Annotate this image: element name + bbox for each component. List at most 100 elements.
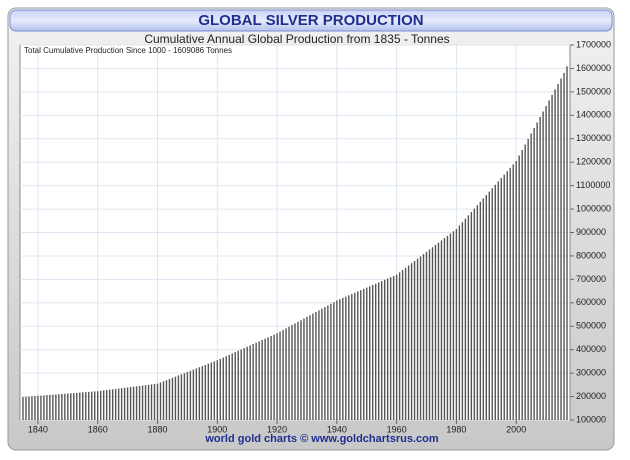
y-tick-label: 600000 bbox=[576, 297, 606, 307]
bar bbox=[150, 384, 153, 420]
bar bbox=[58, 394, 60, 420]
y-tick-label: 100000 bbox=[576, 414, 606, 424]
bar bbox=[452, 231, 455, 420]
bar bbox=[129, 387, 132, 420]
bar bbox=[114, 388, 117, 420]
bar bbox=[476, 205, 479, 420]
bar bbox=[231, 353, 233, 420]
y-tick-label: 1300000 bbox=[576, 133, 611, 143]
bar bbox=[425, 251, 428, 420]
bar bbox=[34, 396, 36, 420]
bar bbox=[162, 381, 165, 420]
y-tick-label: 1000000 bbox=[576, 203, 611, 213]
bar bbox=[64, 393, 66, 420]
bars bbox=[22, 66, 568, 420]
bar bbox=[479, 201, 482, 420]
bar bbox=[228, 354, 230, 420]
bar bbox=[240, 349, 242, 420]
bar bbox=[219, 358, 221, 420]
bar bbox=[282, 330, 284, 420]
bar bbox=[386, 278, 389, 420]
bar bbox=[195, 368, 198, 420]
bar bbox=[273, 334, 275, 420]
bar bbox=[339, 299, 341, 420]
bar bbox=[404, 267, 407, 420]
bar bbox=[174, 376, 177, 420]
bar bbox=[276, 333, 278, 420]
bar bbox=[375, 283, 377, 420]
bar bbox=[554, 89, 556, 420]
bar bbox=[482, 198, 485, 420]
bar bbox=[354, 292, 356, 420]
bar bbox=[303, 318, 305, 420]
bar bbox=[363, 288, 365, 420]
bar bbox=[67, 393, 69, 420]
bar bbox=[515, 161, 517, 420]
bar bbox=[327, 305, 329, 420]
bar bbox=[297, 321, 299, 420]
bar bbox=[497, 181, 499, 420]
bar bbox=[180, 374, 183, 420]
ticks: 100000 200000 300000 400000 500000 600000 7000… bbox=[28, 39, 611, 434]
bar bbox=[249, 345, 251, 420]
chart-title: GLOBAL SILVER PRODUCTION bbox=[198, 12, 423, 29]
bar bbox=[563, 72, 565, 420]
bar bbox=[336, 300, 338, 420]
bar bbox=[443, 238, 446, 420]
bar bbox=[557, 83, 559, 420]
bar bbox=[91, 391, 93, 420]
bar bbox=[348, 295, 350, 420]
bar bbox=[312, 313, 314, 420]
bar bbox=[132, 386, 135, 420]
bar bbox=[300, 320, 302, 420]
bar bbox=[46, 395, 48, 420]
x-tick-label: 1860 bbox=[88, 424, 108, 434]
bar bbox=[55, 394, 57, 420]
x-tick-label: 1900 bbox=[207, 424, 227, 434]
bar bbox=[108, 389, 111, 420]
x-tick-label: 1840 bbox=[28, 424, 48, 434]
y-tick-label: 1400000 bbox=[576, 110, 611, 120]
bar bbox=[306, 316, 308, 420]
bar bbox=[461, 222, 464, 420]
bar bbox=[398, 272, 401, 420]
bar bbox=[527, 138, 529, 420]
bar bbox=[102, 390, 105, 420]
bar bbox=[416, 258, 419, 420]
y-tick-label: 1500000 bbox=[576, 86, 611, 96]
footer: world gold charts © www.goldchartsrus.co… bbox=[204, 433, 438, 445]
bar bbox=[309, 315, 311, 420]
y-tick-label: 1200000 bbox=[576, 157, 611, 167]
bar bbox=[458, 225, 461, 420]
y-tick-label: 400000 bbox=[576, 344, 606, 354]
bar bbox=[201, 366, 204, 420]
bar bbox=[401, 270, 404, 420]
bar bbox=[512, 164, 514, 420]
bar bbox=[165, 380, 168, 420]
bar bbox=[216, 360, 218, 420]
bar bbox=[94, 391, 96, 420]
bar bbox=[542, 111, 544, 420]
bar bbox=[383, 279, 386, 420]
x-tick-label: 1880 bbox=[147, 424, 167, 434]
bar bbox=[324, 307, 326, 420]
bar bbox=[491, 188, 493, 420]
bar bbox=[470, 211, 473, 420]
bar bbox=[455, 228, 458, 420]
bar bbox=[234, 352, 236, 420]
x-tick-label: 1920 bbox=[267, 424, 287, 434]
bar bbox=[369, 286, 371, 420]
bar bbox=[431, 247, 434, 420]
bar bbox=[156, 383, 159, 420]
bar bbox=[434, 244, 437, 420]
bar bbox=[192, 369, 195, 420]
bar bbox=[207, 363, 210, 420]
bar bbox=[318, 310, 320, 420]
bar bbox=[294, 323, 296, 420]
bar bbox=[37, 395, 39, 420]
bar bbox=[342, 297, 344, 420]
bar bbox=[141, 385, 144, 420]
bar bbox=[524, 144, 526, 420]
bar bbox=[183, 373, 186, 420]
